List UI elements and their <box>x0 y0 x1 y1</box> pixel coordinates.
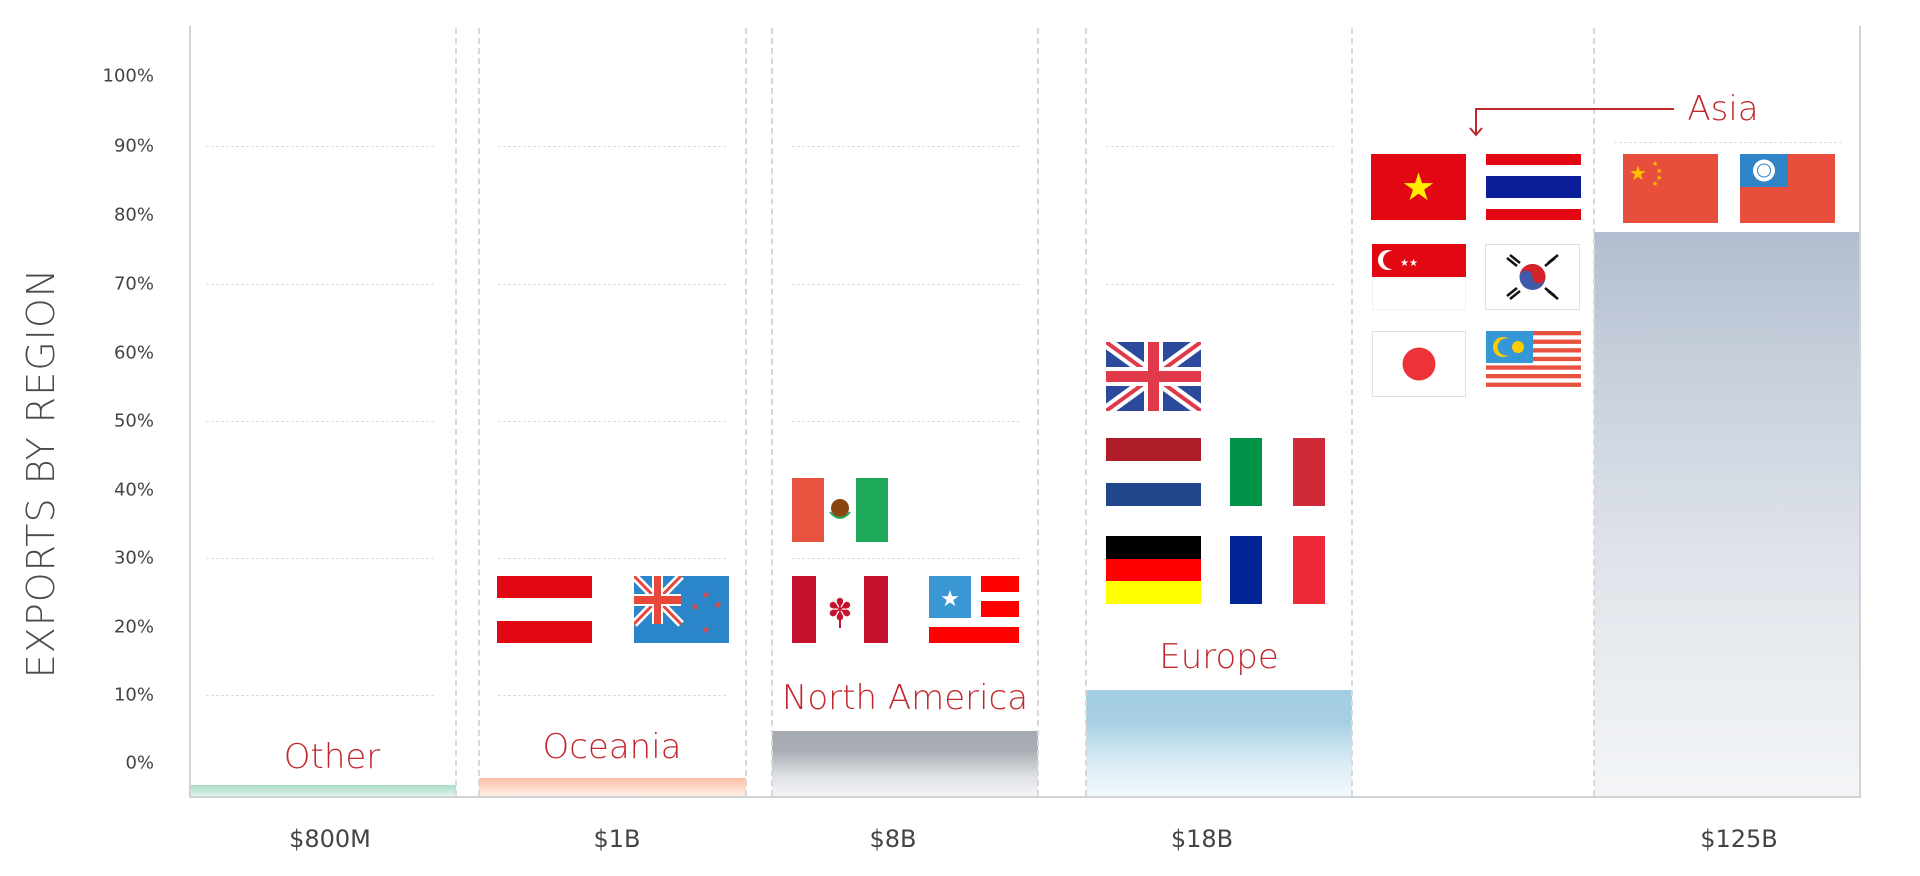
flag-united-states-icon: ★ <box>929 576 1019 643</box>
gridline <box>206 421 434 422</box>
flag-canada-icon: ✽ <box>792 576 888 643</box>
flag-mexico-icon <box>792 478 888 542</box>
svg-text:★: ★ <box>691 602 700 613</box>
gridline <box>206 558 434 559</box>
flag-malaysia-icon <box>1486 331 1581 391</box>
region-label-europe: Europe <box>1159 637 1279 677</box>
divider <box>1037 28 1039 796</box>
svg-text:★: ★ <box>702 590 711 601</box>
gridline <box>498 421 726 422</box>
x-label-asia: $125B <box>1700 825 1778 853</box>
region-label-asia: Asia <box>1687 89 1759 129</box>
flag-taiwan-icon <box>1740 154 1835 223</box>
flag-austria-icon <box>497 576 592 643</box>
flag-united-kingdom-icon <box>1106 342 1201 411</box>
svg-text:★: ★ <box>940 586 960 611</box>
flag-thailand-icon <box>1486 154 1581 220</box>
y-tick-10: 10% <box>113 684 154 706</box>
flag-singapore-icon: ★★ <box>1372 244 1466 310</box>
x-label-other: $800M <box>289 825 371 853</box>
divider <box>1351 28 1353 796</box>
y-axis-title: EXPORTS BY REGION <box>19 267 63 679</box>
gridline <box>498 558 726 559</box>
y-tick-90: 90% <box>113 135 154 157</box>
svg-text:★: ★ <box>1652 160 1658 168</box>
x-axis-line <box>189 796 1861 798</box>
bar-asia <box>1594 232 1860 797</box>
y-tick-60: 60% <box>113 342 154 364</box>
gridline <box>792 146 1020 147</box>
svg-text:★: ★ <box>702 625 711 636</box>
gridline <box>792 421 1020 422</box>
gridline <box>792 284 1020 285</box>
y-tick-100: 100% <box>102 65 154 87</box>
x-label-oceania: $1B <box>593 825 641 853</box>
y-tick-80: 80% <box>113 204 154 226</box>
region-label-other: Other <box>283 737 381 777</box>
flag-italy-icon <box>1230 438 1325 506</box>
divider <box>1593 28 1595 796</box>
gridline <box>498 695 726 696</box>
gridline <box>498 146 726 147</box>
y-axis-line <box>189 26 191 798</box>
gridline <box>206 284 434 285</box>
bar-north-america <box>772 731 1038 797</box>
svg-text:★: ★ <box>1629 163 1647 185</box>
bar-europe <box>1086 690 1352 797</box>
y-tick-50: 50% <box>113 410 154 432</box>
y-tick-40: 40% <box>113 479 154 501</box>
y-tick-70: 70% <box>113 273 154 295</box>
svg-text:★★: ★★ <box>1400 258 1418 269</box>
x-label-europe: $18B <box>1170 825 1234 853</box>
divider <box>745 28 747 796</box>
flag-netherlands-icon <box>1106 438 1201 506</box>
flag-japan-icon <box>1372 331 1466 397</box>
svg-text:★: ★ <box>714 600 723 611</box>
svg-text:★: ★ <box>1656 174 1662 182</box>
x-label-north-america: $8B <box>869 825 917 853</box>
gridline <box>792 558 1020 559</box>
gridline <box>498 284 726 285</box>
flag-new-zealand-icon: ★ ★ ★ ★ <box>634 576 729 643</box>
y-tick-20: 20% <box>113 616 154 638</box>
divider <box>455 28 457 796</box>
svg-text:★: ★ <box>1401 167 1435 209</box>
gridline <box>1106 284 1334 285</box>
svg-text:★: ★ <box>1652 180 1658 188</box>
gridline <box>206 146 434 147</box>
gridline <box>206 695 434 696</box>
flag-vietnam-icon: ★ <box>1371 154 1466 220</box>
region-label-north-america: North America <box>781 678 1029 718</box>
y-tick-0: 0% <box>125 752 154 774</box>
flag-germany-icon <box>1106 536 1201 604</box>
gridline <box>1106 146 1334 147</box>
asia-arrow-icon <box>1466 100 1678 144</box>
svg-text:★: ★ <box>1656 167 1662 175</box>
divider <box>1085 28 1087 796</box>
bar-other <box>190 785 456 797</box>
flag-china-icon: ★ ★ ★ ★ ★ <box>1623 154 1718 223</box>
right-axis-line <box>1859 26 1861 798</box>
y-tick-30: 30% <box>113 547 154 569</box>
divider <box>771 28 773 796</box>
region-label-oceania: Oceania <box>542 727 682 767</box>
bar-oceania <box>479 778 746 797</box>
gridline <box>1614 142 1842 143</box>
flag-france-icon <box>1230 536 1325 604</box>
flag-south-korea-icon <box>1485 244 1580 310</box>
divider <box>478 28 480 796</box>
